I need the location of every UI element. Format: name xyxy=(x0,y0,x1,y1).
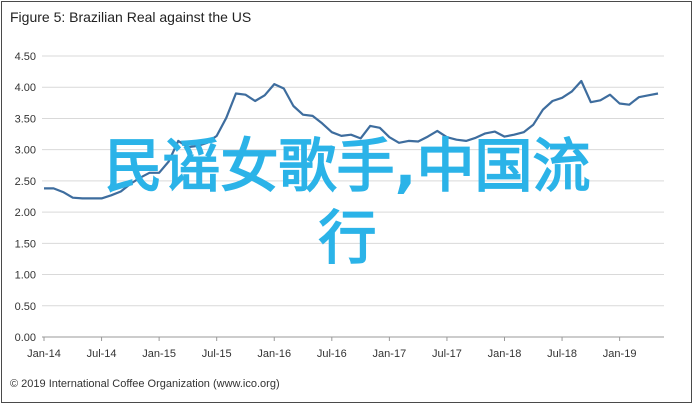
x-tick-label: Jul-14 xyxy=(87,348,117,360)
y-tick-label: 2.50 xyxy=(15,176,36,188)
y-tick-label: 2.00 xyxy=(15,207,36,219)
x-tick-label: Jan-19 xyxy=(603,348,637,360)
y-tick-label: 3.50 xyxy=(15,113,36,125)
x-tick-label: Jul-17 xyxy=(432,348,462,360)
overlay-watermark-text: 民谣女歌手,中国流 行 xyxy=(0,130,695,274)
overlay-line-2: 行 xyxy=(318,204,377,272)
copyright-footer: © 2019 International Coffee Organization… xyxy=(10,378,280,390)
y-tick-label: 1.00 xyxy=(15,270,36,282)
x-tick-label: Jan-14 xyxy=(27,348,61,360)
x-tick-label: Jan-18 xyxy=(488,348,522,360)
y-tick-label: 1.50 xyxy=(15,238,36,250)
y-tick-label: 4.00 xyxy=(15,82,36,94)
series-line xyxy=(44,79,659,200)
y-axis: 0.00 0.50 1.00 1.50 2.00 2.50 3.00 3.50 4.00 4.50 xyxy=(15,51,36,344)
x-tick-label: Jan-15 xyxy=(142,348,176,360)
y-tick-label: 0.50 xyxy=(15,301,36,313)
y-tick-label: 4.50 xyxy=(15,51,36,63)
x-tick-label: Jul-15 xyxy=(202,348,232,360)
x-tick-label: Jul-16 xyxy=(317,348,347,360)
x-axis: Jan-14 Jul-14 Jan-15 Jul-15 Jan-16 Jul-16 Jan-… xyxy=(27,336,664,360)
x-tick-label: Jan-17 xyxy=(373,348,407,360)
overlay-line-1: 民谣女歌手,中国流 xyxy=(104,132,591,200)
x-tick-label: Jan-16 xyxy=(257,348,291,360)
y-tick-label: 0.00 xyxy=(15,332,36,344)
gridlines xyxy=(42,55,664,338)
x-tick-label: Jul-18 xyxy=(547,348,577,360)
chart-title: Figure 5: Brazilian Real against the US xyxy=(10,9,252,25)
plot-area xyxy=(44,79,659,200)
y-tick-label: 3.00 xyxy=(15,145,36,157)
